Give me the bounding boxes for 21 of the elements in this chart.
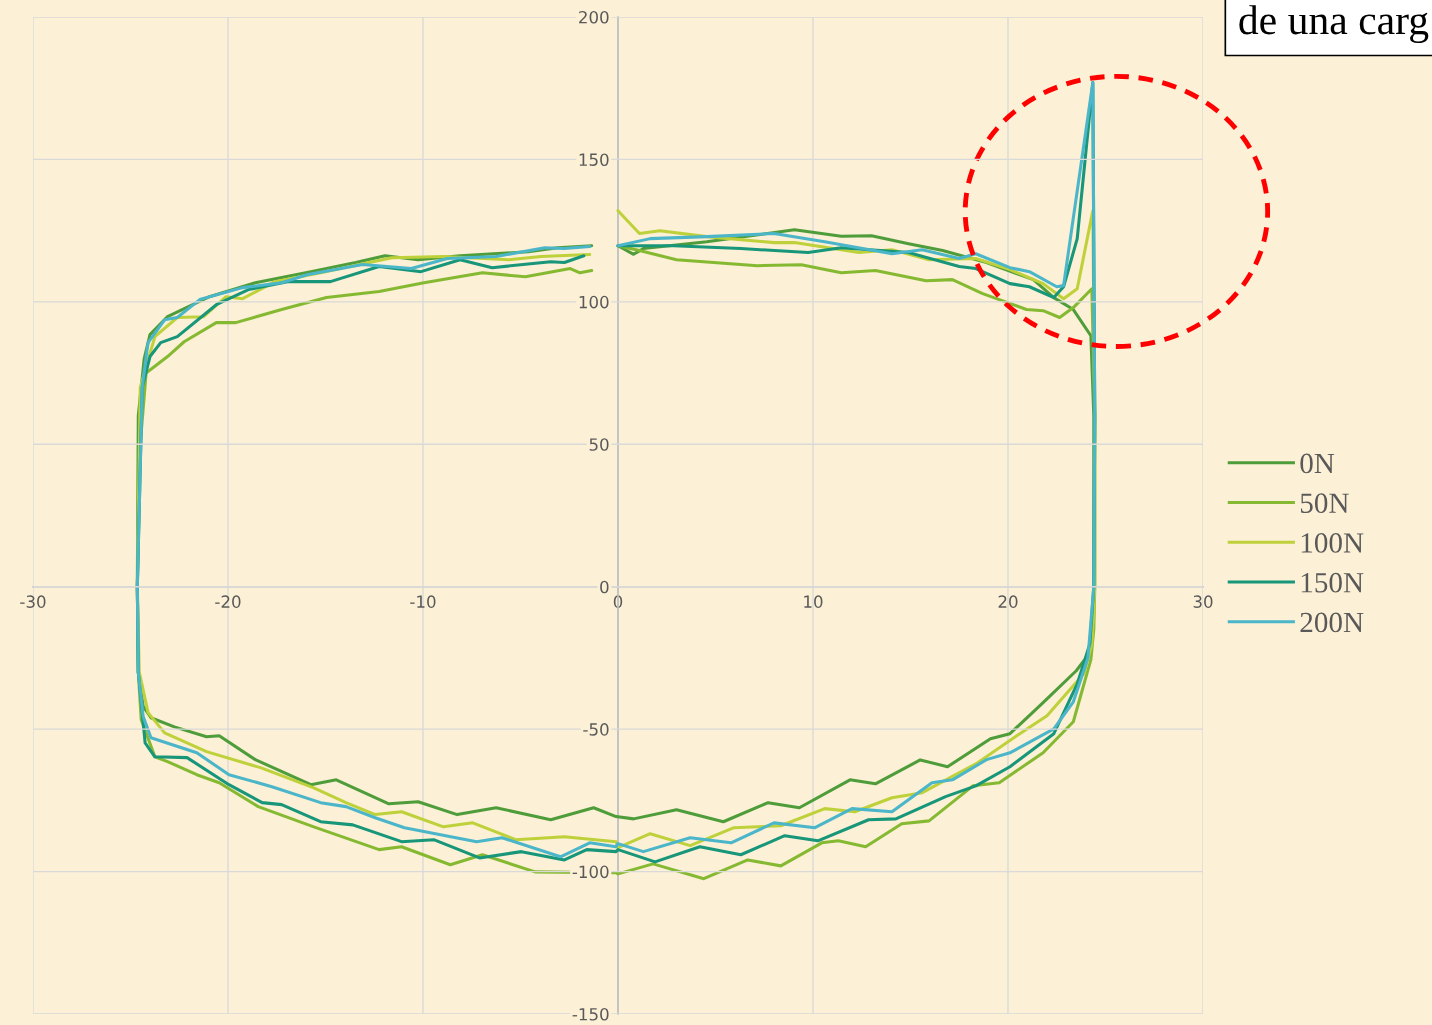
x-tick-label: 10	[804, 595, 823, 608]
y-tick-label: 0	[600, 580, 609, 594]
y-tick-label: 100	[579, 295, 609, 309]
x-tick-label: -20	[215, 595, 241, 608]
legend-label: 100N	[1301, 533, 1364, 553]
x-tick-label: 20	[998, 595, 1018, 608]
legend-label: 50N	[1300, 493, 1349, 514]
x-tick-label: -30	[20, 595, 46, 608]
x-tick-label: 30	[1193, 595, 1213, 608]
y-tick-label: -150	[572, 1007, 609, 1021]
x-tick-label: -10	[410, 595, 436, 608]
legend-label: 0N	[1300, 453, 1335, 474]
y-tick-label: -100	[572, 865, 609, 879]
y-tick-label: 150	[579, 153, 609, 166]
y-tick-label: 200	[579, 10, 609, 24]
y-tick-label: -50	[583, 723, 609, 736]
legend-label: 200N	[1300, 612, 1364, 633]
y-tick-label: 50	[589, 438, 609, 451]
text: de una carg	[1239, 5, 1429, 44]
x-tick-label: 0	[613, 595, 623, 608]
legend-label: 150N	[1301, 572, 1364, 593]
